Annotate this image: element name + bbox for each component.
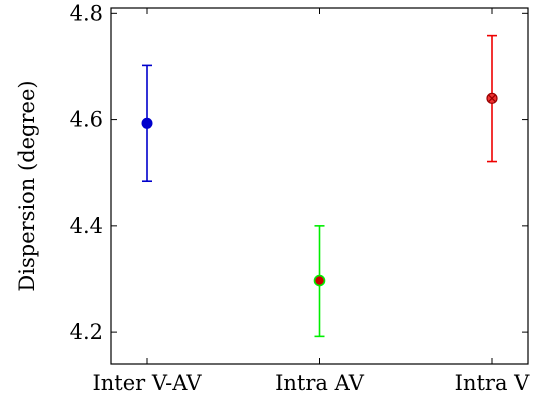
y-axis-label: Dispersion (degree): [15, 80, 39, 291]
data-point-cross: [488, 94, 496, 103]
data-point: [313, 274, 326, 287]
y-tick-label: 4.2: [70, 320, 103, 344]
series-group: [141, 34, 498, 338]
data-point-group: [313, 225, 326, 338]
data-point: [141, 117, 153, 129]
y-tick-label: 4.8: [70, 1, 103, 25]
x-axis-ticks: Inter V-AV Intra AV Intra V: [92, 8, 530, 395]
x-tick-label: Intra V: [455, 371, 530, 395]
y-tick-label: 4.4: [70, 214, 103, 238]
data-point-group: [486, 34, 498, 163]
y-axis-ticks: 4.2 4.4 4.6 4.8: [70, 1, 528, 344]
data-point-group: [141, 64, 153, 183]
x-tick-label: Inter V-AV: [92, 371, 202, 395]
y-tick-label: 4.6: [70, 108, 103, 132]
x-tick-label: Intra AV: [275, 371, 365, 395]
